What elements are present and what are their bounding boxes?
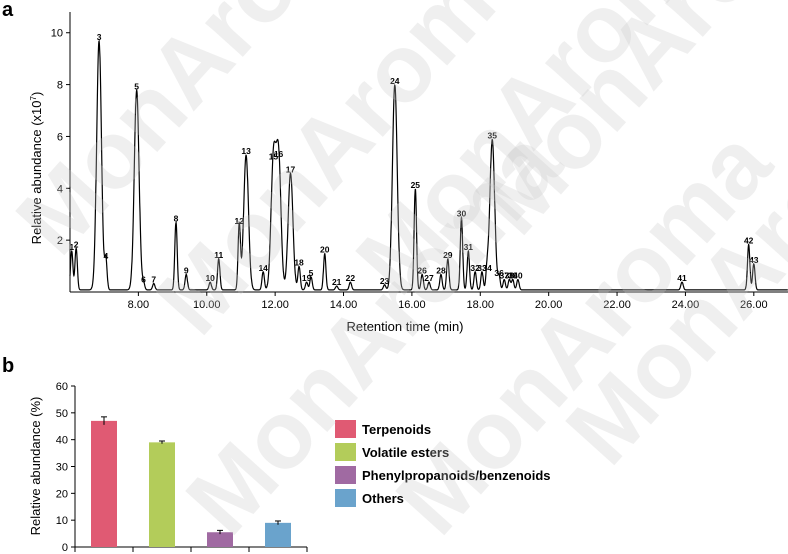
peak-label: 13 <box>241 146 251 156</box>
peak-label: 19 <box>302 273 312 283</box>
peak-label: 1 <box>69 242 74 252</box>
peak-label: 17 <box>286 164 296 174</box>
legend-swatch <box>335 420 356 438</box>
peak-label: 28 <box>436 265 446 275</box>
panel-b-y-tick-label: 30 <box>56 462 68 474</box>
panel-a-x-tick-label: 24.00 <box>672 299 700 311</box>
panel-a-axes <box>69 12 788 293</box>
bar <box>207 532 233 547</box>
panel-a-y-ticks: 2 4 6 8 10 <box>51 28 70 247</box>
legend-label: Phenylpropanoids/benzenoids <box>362 468 551 483</box>
peak-label: 39 <box>508 271 518 281</box>
panel-b-y-tick-label: 40 <box>56 435 68 447</box>
peak-label: 32 <box>470 263 480 273</box>
peak-label: 11 <box>214 250 223 260</box>
panel-a-letter: a <box>2 0 14 21</box>
panel-b-y-tick-label: 0 <box>62 542 68 554</box>
panel-a-x-tick-label: 20.00 <box>535 299 563 311</box>
bar <box>265 522 291 547</box>
panel-a-y-axis-title: Relative abundance (x107) <box>29 92 44 245</box>
panel-a-x-tick-label: 12.00 <box>261 299 289 311</box>
panel-b-y-axis-title: Relative abundance (%) <box>28 397 43 536</box>
peak-label: 3 <box>97 32 102 42</box>
peak-label: 42 <box>744 236 754 246</box>
panel-a-y-tick-label: 8 <box>57 80 63 92</box>
panel-b-y-tick-label: 10 <box>56 515 68 527</box>
panel-b-bars <box>91 416 291 547</box>
peak-label: 37 <box>499 271 509 281</box>
legend-label: Volatile esters <box>362 445 449 460</box>
panel-b-letter: b <box>2 355 14 377</box>
legend-label: Terpenoids <box>362 422 431 437</box>
panel-b-legend: Terpenoids Volatile esters Phenylpropanoid… <box>335 420 551 507</box>
peak-label: 29 <box>443 250 453 260</box>
panel-a-x-tick-label: 8.00 <box>128 299 149 311</box>
peak-label: 43 <box>749 255 759 265</box>
peak-label: 2 <box>74 240 79 250</box>
panel-a-x-tick-label: 10.00 <box>193 299 221 311</box>
peak-label: 35 <box>488 131 498 141</box>
legend-swatch <box>335 443 356 461</box>
peak-label: 9 <box>184 265 189 275</box>
peak-label: 20 <box>320 245 330 255</box>
peak-label: 36 <box>494 268 504 278</box>
panel-a-x-ticks: 8.00 10.00 12.00 14.00 16.00 18.00 20.00 22.00 2… <box>128 292 768 311</box>
peak-label: 30 <box>457 208 467 218</box>
peak-label: 12 <box>235 216 245 226</box>
peak-label: 18 <box>294 258 304 268</box>
panel-a-x-tick-label: 22.00 <box>603 299 631 311</box>
panel-a-x-axis-title: Retention time (min) <box>346 319 463 334</box>
peak-label: 15 <box>269 151 279 161</box>
panel-a-x-tick-label: 18.00 <box>467 299 495 311</box>
legend-swatch <box>335 489 356 507</box>
panel-b-y-tick-label: 20 <box>56 488 68 500</box>
panel-a-x-tick-label: 14.00 <box>330 299 358 311</box>
peak-label: 34 <box>482 263 492 273</box>
peak-label: 38 <box>505 271 515 281</box>
panel-a-x-tick-label: 26.00 <box>740 299 768 311</box>
peak-label: 8 <box>174 214 179 224</box>
panel-b-y-tick-label: 60 <box>56 381 68 393</box>
panel-a-x-tick-label: 16.00 <box>398 299 426 311</box>
legend-label: Others <box>362 491 404 506</box>
peak-label: 31 <box>464 242 474 252</box>
peak-label: 6 <box>141 275 146 285</box>
panel-a-y-tick-label: 2 <box>57 235 63 247</box>
peak-label: 25 <box>411 180 421 190</box>
panel-a-y-tick-label: 4 <box>57 183 63 195</box>
peak-label: 26 <box>417 265 427 275</box>
peak-label: 21 <box>332 277 342 287</box>
peak-label: 33 <box>477 263 487 273</box>
bar <box>91 420 117 547</box>
peak-label: 23 <box>380 276 390 286</box>
panel-b-y-ticks: 0 10 20 30 40 50 60 <box>56 381 75 554</box>
peak-label: 7 <box>151 275 156 285</box>
peak-label: 24 <box>390 76 400 86</box>
peak-label: 10 <box>205 273 215 283</box>
panel-a-y-tick-label: 6 <box>57 131 63 143</box>
peak-label: 40 <box>513 271 523 281</box>
legend-swatch <box>335 466 356 484</box>
peak-label: 5 <box>134 81 139 91</box>
bar <box>149 442 175 547</box>
panel-b-y-tick-label: 50 <box>56 408 68 420</box>
peak-label: 14 <box>258 263 268 273</box>
peak-label: 16 <box>274 149 284 159</box>
peak-label: 4 <box>104 251 109 261</box>
peak-label: 27 <box>424 273 434 283</box>
panel-a-chromatogram <box>69 39 788 291</box>
peak-label: 41 <box>677 273 687 283</box>
panel-a-y-tick-label: 10 <box>51 28 63 40</box>
peak-label: 22 <box>346 273 356 283</box>
peak-label: 5 <box>309 268 314 278</box>
chromatogram-trace <box>69 39 788 291</box>
